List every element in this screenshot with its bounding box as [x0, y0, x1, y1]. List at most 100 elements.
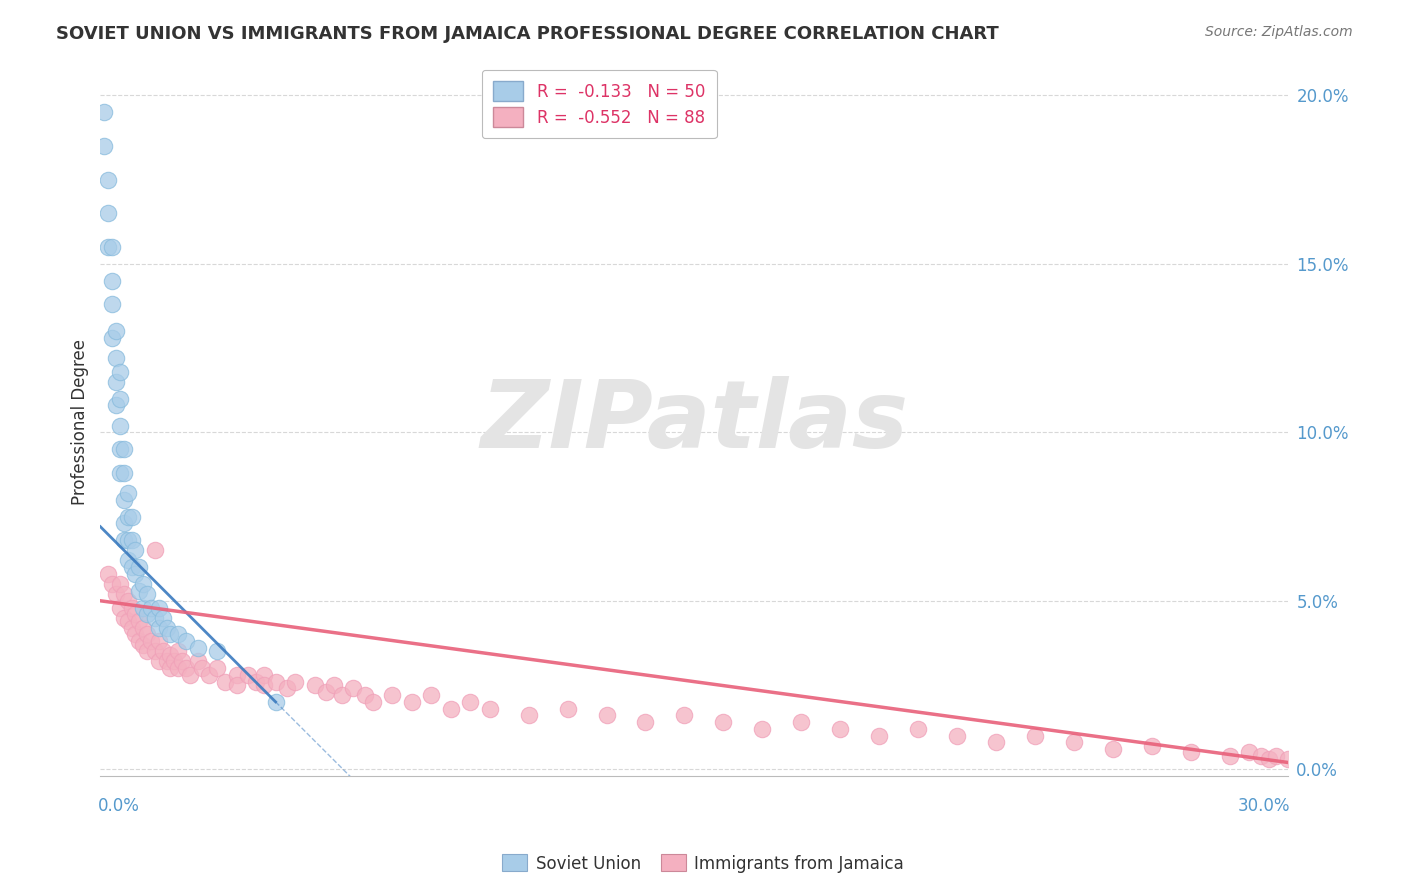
Point [117, 614, 139, 628]
Point [984, 735, 1007, 749]
Point [1063, 735, 1085, 749]
Point [132, 621, 155, 635]
Point [190, 661, 212, 675]
Point [97, 240, 120, 254]
Point [1288, 756, 1310, 770]
Point [101, 240, 124, 254]
Point [97, 206, 120, 220]
Point [167, 627, 190, 641]
Point [1257, 752, 1279, 766]
Point [478, 701, 501, 715]
Point [830, 722, 852, 736]
Point [751, 722, 773, 736]
Point [148, 600, 170, 615]
Point [946, 729, 969, 743]
Point [148, 634, 170, 648]
Point [361, 695, 384, 709]
Point [284, 674, 307, 689]
Point [117, 553, 139, 567]
Point [381, 688, 404, 702]
Point [117, 486, 139, 500]
Text: 0.0%: 0.0% [98, 797, 139, 815]
Point [159, 627, 181, 641]
Point [112, 587, 135, 601]
Point [121, 509, 143, 524]
Point [1265, 748, 1288, 763]
Point [108, 418, 131, 433]
Point [143, 610, 166, 624]
Point [101, 297, 124, 311]
Point [198, 668, 221, 682]
Point [143, 644, 166, 658]
Point [101, 274, 124, 288]
Point [1296, 756, 1319, 770]
Point [174, 634, 197, 648]
Point [152, 610, 174, 624]
Legend: R =  -0.133   N = 50, R =  -0.552   N = 88: R = -0.133 N = 50, R = -0.552 N = 88 [482, 70, 717, 138]
Point [93, 105, 115, 120]
Point [104, 375, 127, 389]
Point [93, 139, 115, 153]
Point [167, 644, 190, 658]
Point [104, 324, 127, 338]
Point [108, 392, 131, 406]
Point [440, 701, 463, 715]
Point [1316, 759, 1339, 773]
Text: SOVIET UNION VS IMMIGRANTS FROM JAMAICA PROFESSIONAL DEGREE CORRELATION CHART: SOVIET UNION VS IMMIGRANTS FROM JAMAICA … [56, 25, 1000, 43]
Text: 30.0%: 30.0% [1237, 797, 1291, 815]
Point [174, 661, 197, 675]
Point [304, 678, 326, 692]
Point [132, 638, 155, 652]
Point [264, 674, 287, 689]
Point [342, 681, 364, 696]
Point [124, 543, 146, 558]
Point [112, 533, 135, 548]
Point [323, 678, 346, 692]
Point [97, 172, 120, 186]
Point [167, 661, 190, 675]
Point [159, 648, 181, 662]
Point [205, 661, 228, 675]
Point [907, 722, 929, 736]
Point [97, 566, 120, 581]
Point [1277, 752, 1299, 766]
Point [790, 714, 813, 729]
Point [1237, 745, 1260, 759]
Point [245, 674, 267, 689]
Point [420, 688, 443, 702]
Point [148, 621, 170, 635]
Text: Source: ZipAtlas.com: Source: ZipAtlas.com [1205, 25, 1353, 39]
Point [1101, 742, 1123, 756]
Point [117, 594, 139, 608]
Point [354, 688, 377, 702]
Point [1140, 739, 1163, 753]
Point [187, 640, 209, 655]
Point [711, 714, 734, 729]
Y-axis label: Professional Degree: Professional Degree [72, 339, 89, 505]
Point [112, 516, 135, 531]
Point [253, 668, 276, 682]
Point [517, 708, 540, 723]
Point [101, 577, 124, 591]
Point [139, 634, 162, 648]
Point [673, 708, 696, 723]
Point [132, 600, 155, 615]
Point [143, 543, 166, 558]
Point [205, 644, 228, 658]
Point [1024, 729, 1046, 743]
Point [1180, 745, 1202, 759]
Point [148, 654, 170, 668]
Legend: Soviet Union, Immigrants from Jamaica: Soviet Union, Immigrants from Jamaica [495, 847, 911, 880]
Point [128, 583, 150, 598]
Point [1250, 748, 1272, 763]
Point [136, 607, 159, 622]
Point [132, 577, 155, 591]
Point [112, 466, 135, 480]
Point [172, 654, 194, 668]
Point [128, 634, 150, 648]
Point [152, 644, 174, 658]
Point [159, 661, 181, 675]
Point [117, 533, 139, 548]
Point [238, 668, 260, 682]
Point [104, 398, 127, 412]
